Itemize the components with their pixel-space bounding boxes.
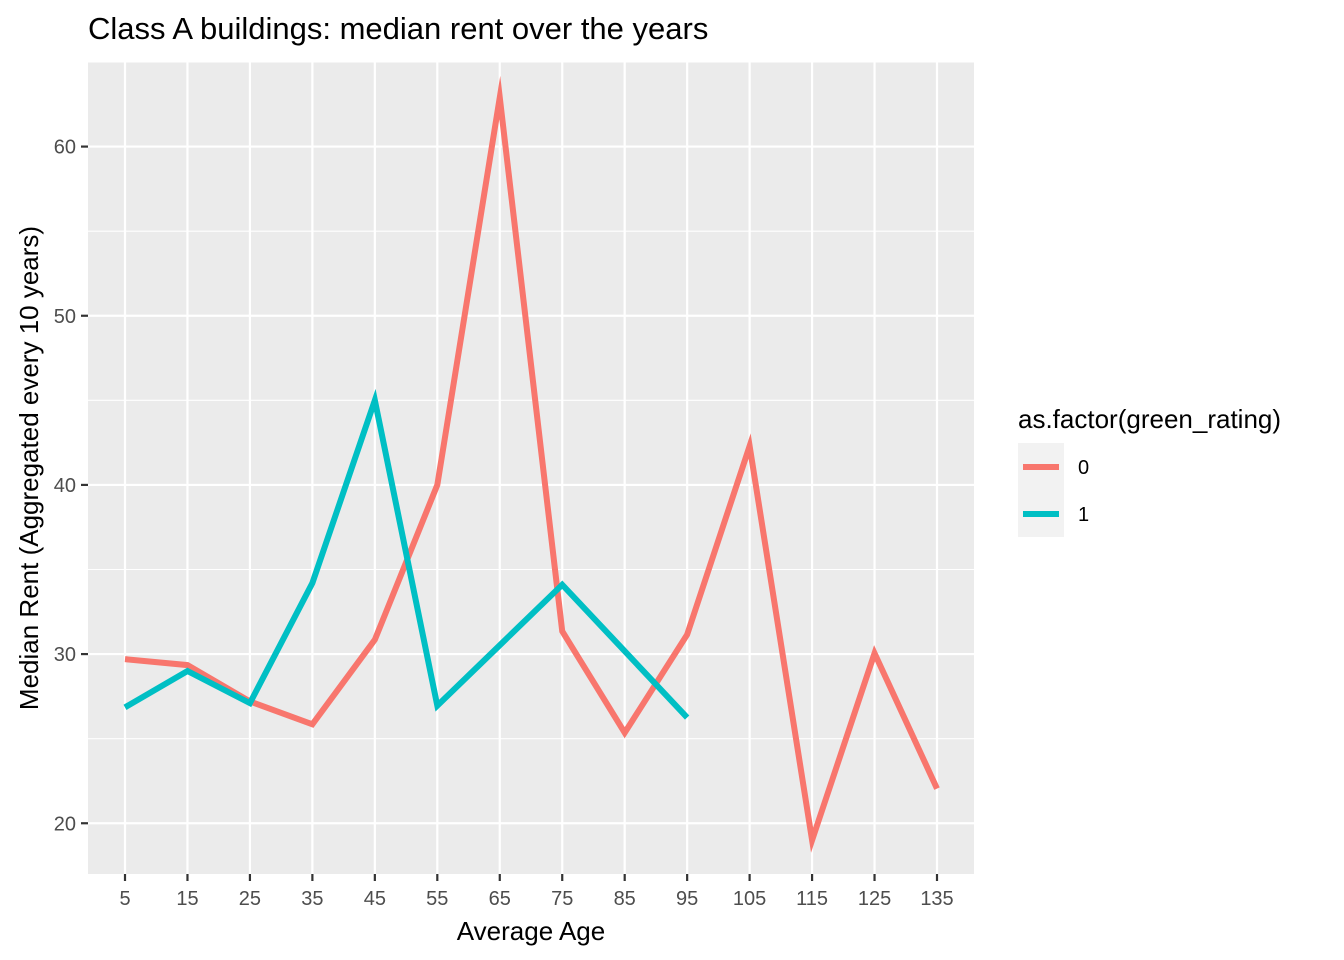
x-tick-label: 45 [364, 888, 386, 910]
y-tick-label: 20 [54, 813, 76, 835]
x-tick-label: 65 [489, 888, 511, 910]
chart-title: Class A buildings: median rent over the … [88, 11, 708, 46]
legend-items: 01 [1023, 457, 1089, 526]
y-tick-label: 40 [54, 475, 76, 497]
x-tick-label: 55 [426, 888, 448, 910]
x-tick-label: 75 [551, 888, 573, 910]
x-axis-title: Average Age [457, 916, 605, 946]
x-tick-label: 5 [119, 888, 130, 910]
series-line-0 [124, 75, 940, 853]
x-tick-label: 105 [733, 888, 766, 910]
series-lines [123, 75, 940, 853]
series-line-1 [123, 388, 690, 720]
x-tick-label: 15 [176, 888, 198, 910]
x-tick-label: 125 [858, 888, 891, 910]
x-tick-label: 95 [676, 888, 698, 910]
legend: as.factor(green_rating) 01 [1018, 404, 1281, 537]
legend-key-background [1018, 443, 1064, 537]
y-tick-label: 60 [54, 137, 76, 159]
y-tick-label: 30 [54, 644, 76, 666]
x-tick-label: 25 [239, 888, 261, 910]
x-tick-label: 85 [614, 888, 636, 910]
y-axis-title: Median Rent (Aggregated every 10 years) [14, 226, 44, 710]
legend-label-0: 0 [1078, 457, 1089, 479]
y-tick-label: 50 [54, 306, 76, 328]
major-gridlines [88, 62, 974, 874]
x-tick-label: 135 [920, 888, 953, 910]
legend-title: as.factor(green_rating) [1018, 404, 1281, 434]
x-axis: 5 15 25 35 45 55 65 75 85 95 105 115 125 135 [119, 874, 954, 910]
x-tick-label: 115 [796, 888, 828, 910]
legend-label-1: 1 [1078, 504, 1089, 526]
y-axis: 20 30 40 50 60 [54, 137, 88, 835]
minor-gridlines [88, 61, 974, 740]
x-tick-label: 35 [301, 888, 323, 910]
